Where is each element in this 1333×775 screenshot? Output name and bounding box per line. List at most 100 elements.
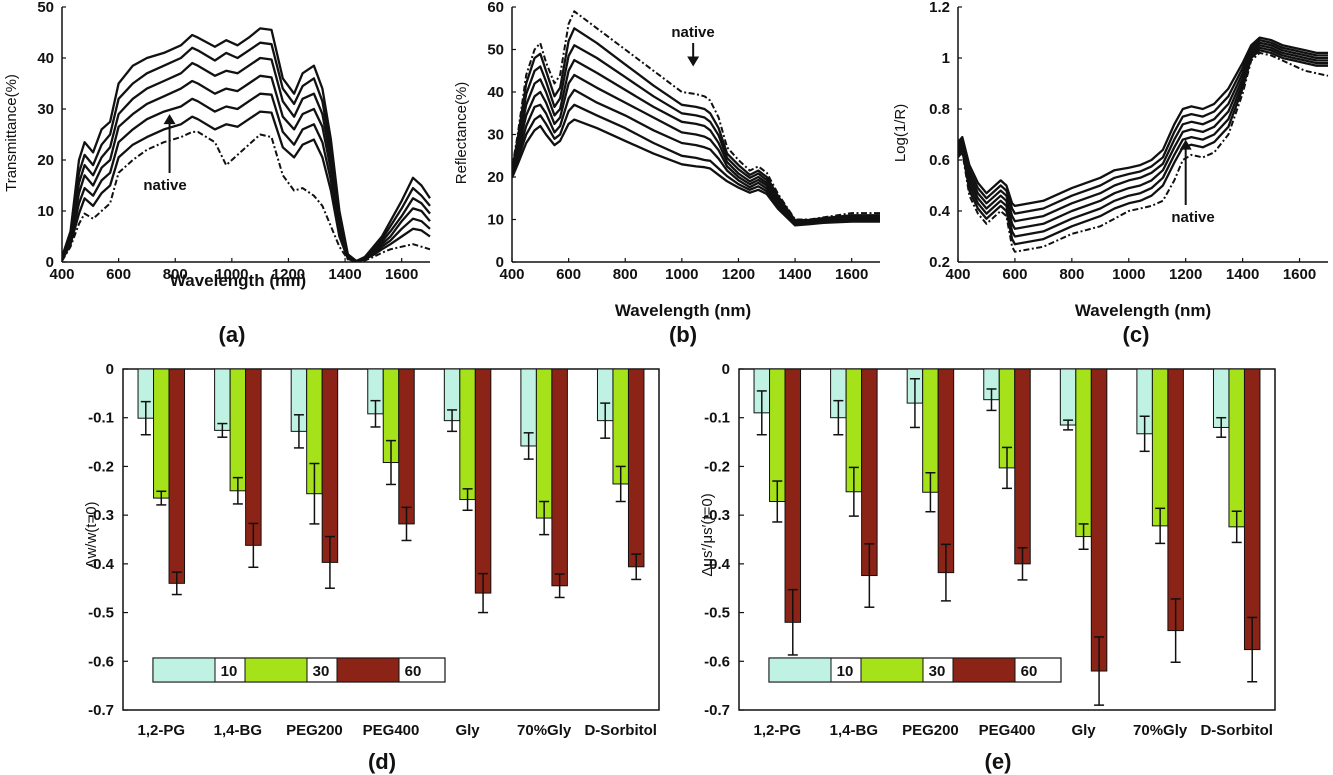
- series-line-5: [62, 92, 431, 262]
- x-tick-label: 1600: [1283, 266, 1316, 283]
- x-tick-label: 400: [49, 266, 74, 283]
- y-tick-label: 1: [942, 50, 950, 67]
- category-label: 1,4-BG: [214, 722, 262, 739]
- series-line-2: [958, 38, 1328, 215]
- series-line-7: [512, 103, 880, 226]
- legend-label-30: 30: [313, 663, 330, 680]
- bar-60: [398, 368, 415, 525]
- category-label: PEG200: [286, 722, 343, 739]
- native-annotation-arrowhead: [163, 114, 176, 125]
- y-tick-label: -0.3: [88, 507, 114, 524]
- bar-60: [474, 368, 492, 594]
- y-tick-label: 0: [46, 254, 54, 271]
- legend: 10 30 60: [768, 657, 1062, 683]
- panel-b: 400 600 800 1000 1200 1400 1600 0 10 20 30 40 50 60 na…: [453, 0, 880, 347]
- series-line-5: [512, 73, 880, 225]
- y-tick-label: 50: [487, 42, 504, 59]
- y-tick-label: 60: [487, 0, 504, 16]
- y-tick-label: 40: [37, 50, 54, 67]
- x-tick-label: 800: [1059, 266, 1084, 283]
- series-group: [62, 27, 431, 262]
- x-tick-label: 600: [556, 266, 581, 283]
- y-tick-label: 10: [487, 212, 504, 229]
- x-tick-label: 800: [613, 266, 638, 283]
- series-line-6: [512, 88, 880, 225]
- category-label: D-Sorbitol: [584, 722, 657, 739]
- series-line-3: [512, 44, 880, 223]
- panel-e: 0 -0.1 -0.2 -0.3 -0.4 -0.5 -0.6 -0.7 1,2-PG 1,4-B…: [699, 361, 1276, 774]
- x-tick-label: 1000: [215, 266, 248, 283]
- category-label: 70%Gly: [1133, 722, 1188, 739]
- bar-60: [937, 368, 955, 574]
- x-tick-label: 1600: [835, 266, 868, 283]
- series-line-4: [958, 44, 1328, 230]
- x-tick-label: 1400: [328, 266, 361, 283]
- bar-60: [784, 368, 802, 623]
- category-label: Gly: [1071, 722, 1096, 739]
- panel-label-b: (b): [669, 322, 697, 347]
- legend-swatch-60: [336, 657, 400, 683]
- y-tick-label: 1.2: [929, 0, 950, 16]
- legend-label-10: 10: [221, 663, 238, 680]
- y-tick-label: 50: [37, 0, 54, 16]
- category-label: PEG200: [902, 722, 959, 739]
- y-tick-label: 0.8: [929, 101, 950, 118]
- y-tick-label: -0.7: [88, 702, 114, 719]
- y-tick-label: 0.4: [929, 203, 951, 220]
- panel-label-e: (e): [985, 749, 1012, 774]
- y-tick-label: 20: [37, 152, 54, 169]
- legend: 10 30 60: [152, 657, 446, 683]
- x-tick-label: 1600: [385, 266, 418, 283]
- legend-swatch-30: [860, 657, 924, 683]
- xlabel-a: Wavelength (nm): [170, 271, 306, 290]
- x-tick-label: 1000: [665, 266, 698, 283]
- y-tick-label: -0.4: [704, 556, 731, 573]
- bar-30: [535, 368, 553, 519]
- series-line-1: [62, 27, 431, 262]
- y-tick-label: -0.2: [88, 458, 114, 475]
- category-label: Gly: [455, 722, 480, 739]
- ylabel-e: Δμs′/μs′(t=0): [699, 493, 716, 576]
- x-tick-label: 400: [945, 266, 970, 283]
- y-tick-label: 0: [722, 361, 730, 378]
- y-tick-label: 10: [37, 203, 54, 220]
- category-label: PEG400: [363, 722, 420, 739]
- legend-swatch-60: [952, 657, 1016, 683]
- legend-label-10: 10: [837, 663, 854, 680]
- bar-10: [1059, 368, 1077, 426]
- series-line-1: [958, 36, 1328, 208]
- category-label: 1,2-PG: [138, 722, 186, 739]
- series-group: [512, 10, 880, 227]
- panel-label-d: (d): [368, 749, 396, 774]
- y-tick-label: -0.7: [704, 702, 730, 719]
- y-tick-label: 30: [487, 127, 504, 144]
- bar-10: [214, 368, 231, 431]
- y-tick-label: -0.4: [88, 556, 115, 573]
- ylabel-d: Δw/w(t=0): [83, 501, 100, 568]
- x-tick-label: 1000: [1112, 266, 1145, 283]
- legend-label-30: 30: [929, 663, 946, 680]
- series-line-3: [958, 41, 1328, 223]
- legend-swatch-10: [152, 657, 216, 683]
- y-tick-label: 0.6: [929, 152, 950, 169]
- x-tick-label: 1200: [272, 266, 305, 283]
- x-tick-label: 800: [163, 266, 188, 283]
- y-tick-label: -0.6: [704, 653, 730, 670]
- series-line-native: [62, 130, 431, 262]
- bar-30: [1228, 368, 1245, 528]
- bar-30: [1075, 368, 1092, 538]
- x-tick-label: 400: [499, 266, 524, 283]
- y-tick-label: 0.2: [929, 254, 950, 271]
- legend-label-60: 60: [405, 663, 422, 680]
- series-group: [958, 36, 1329, 253]
- bar-30: [153, 368, 170, 499]
- y-tick-label: 30: [37, 101, 54, 118]
- xlabel-c: Wavelength (nm): [1075, 301, 1211, 320]
- x-tick-label: 1200: [1169, 266, 1202, 283]
- x-tick-label: 1200: [722, 266, 755, 283]
- x-tick-label: 600: [106, 266, 131, 283]
- category-label: 70%Gly: [517, 722, 572, 739]
- y-tick-label: -0.2: [704, 458, 730, 475]
- series-line-8: [512, 118, 880, 227]
- category-label: D-Sorbitol: [1200, 722, 1273, 739]
